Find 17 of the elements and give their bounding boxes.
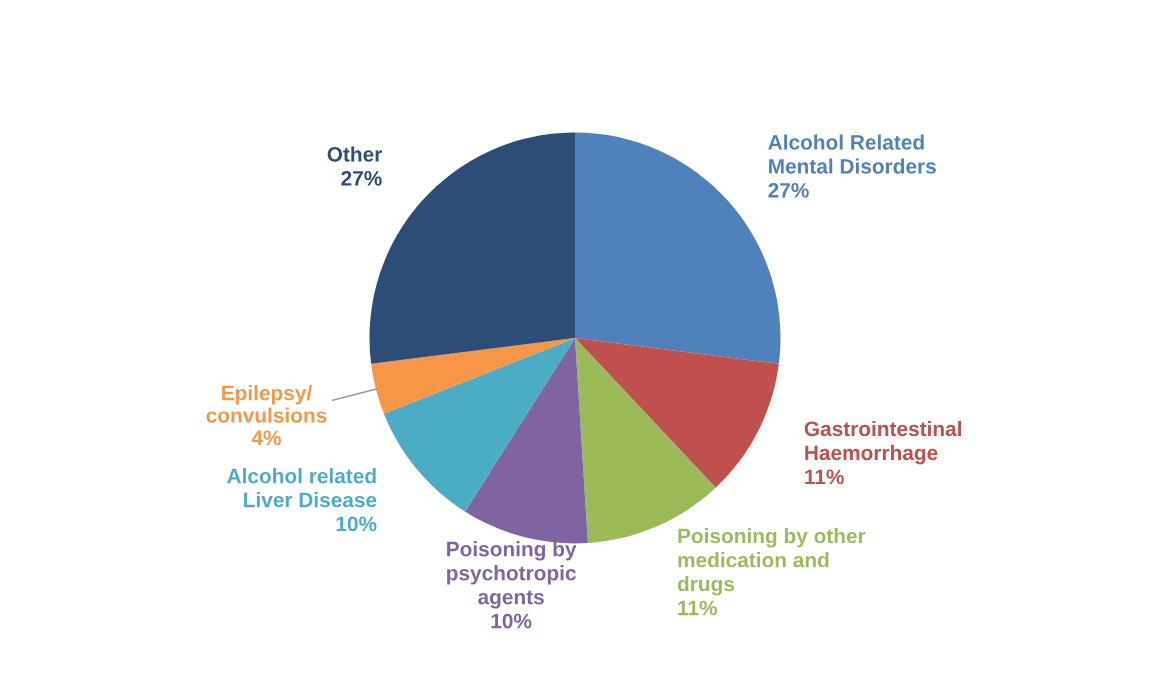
data-label: 4% <box>251 430 281 446</box>
data-label: 11% <box>805 469 844 485</box>
pie-slice <box>371 338 575 414</box>
slice-label: Alcohol Related Mental Disorders <box>768 134 936 174</box>
pie-slice <box>575 338 779 488</box>
slice-label: Poisoning by psychotropic agents <box>447 541 577 609</box>
slice-label: Other <box>327 146 382 162</box>
slice-label: Gastrointestinal Haemorrhage <box>804 420 962 465</box>
pie-slice <box>383 338 575 512</box>
data-label: 11% <box>678 600 718 616</box>
data-label: 10% <box>491 613 532 629</box>
slice-label: Epilepsy/ convulsions <box>206 385 327 423</box>
slice-label: Poisoning by other medication and drugs <box>677 528 866 596</box>
data-label: 27% <box>341 170 382 186</box>
slice-label: Alcohol related Liver Disease <box>227 468 377 508</box>
data-label: 10% <box>336 516 377 532</box>
data-label: 27% <box>768 182 809 198</box>
